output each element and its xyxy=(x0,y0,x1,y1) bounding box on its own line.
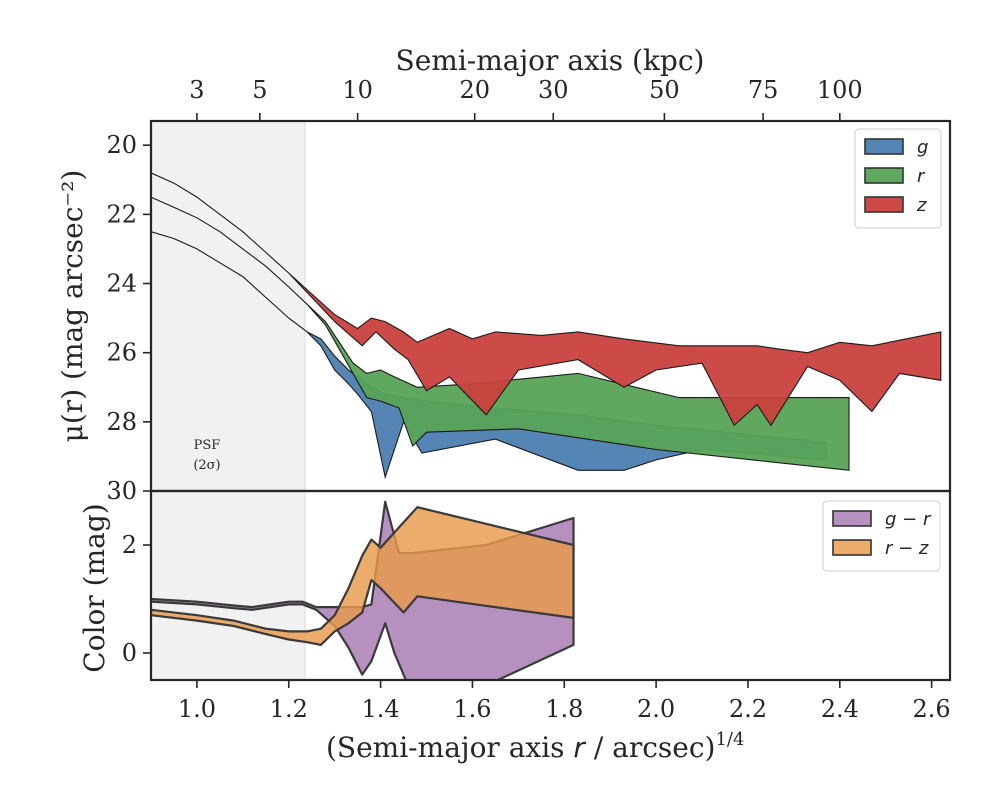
lower-panel-frame xyxy=(149,489,952,682)
legend-swatch xyxy=(864,196,904,213)
top-tick-label: 75 xyxy=(748,76,779,104)
x-tick-label: 1.2 xyxy=(270,695,308,723)
surface-brightness-panel: PSF (2σ) 20 22 24 26 28 30 μ(r) (mag arcsec⁻²… xyxy=(56,121,942,505)
top-axis: Semi-major axis (kpc) 3 5 10 20 30 50 75 100 xyxy=(189,44,863,121)
x-tick-label: 2.0 xyxy=(637,695,675,723)
y-tick-label: 20 xyxy=(106,131,137,159)
psf-region xyxy=(151,121,305,491)
y-tick-label: 26 xyxy=(106,339,137,367)
legend-label: z xyxy=(916,195,927,216)
x-tick-label: 1.4 xyxy=(362,695,400,723)
top-tick-label: 5 xyxy=(252,76,267,104)
legend-swatch xyxy=(832,510,872,527)
y-axis-ticks: 20 22 24 26 28 30 xyxy=(106,131,151,505)
color-bands xyxy=(151,500,575,680)
psf-label: PSF xyxy=(194,438,221,453)
legend-swatch xyxy=(864,138,904,155)
legend-swatch xyxy=(864,167,904,184)
legend-swatch xyxy=(832,539,872,556)
top-axis-ticks: 3 5 10 20 30 50 75 100 xyxy=(189,76,863,121)
band-color-1 xyxy=(151,506,575,646)
legend-label: g xyxy=(917,137,928,158)
x-tick-label: 2.2 xyxy=(729,695,767,723)
x-tick-label: 1.0 xyxy=(178,695,216,723)
color-legend: g − r r − z xyxy=(822,500,941,572)
top-tick-label: 20 xyxy=(459,76,490,104)
top-tick-label: 30 xyxy=(538,76,569,104)
y-tick-label: 28 xyxy=(106,408,137,436)
color-panel: 02 Color (mag) g − rr − z xyxy=(78,491,941,680)
band-r xyxy=(151,196,850,471)
x-axis-ticks: 1.0 1.2 1.4 1.6 1.8 2.0 2.2 2.4 2.6 xyxy=(178,680,951,723)
top-tick-label: 50 xyxy=(649,76,680,104)
x-tick-label: 1.8 xyxy=(545,695,583,723)
legend-label: r − z xyxy=(885,538,929,559)
top-tick-label: 100 xyxy=(817,76,863,104)
x-tick-label: 1.6 xyxy=(453,695,491,723)
y-tick-label: 30 xyxy=(106,477,137,505)
psf-region-lower xyxy=(151,491,305,680)
x-axis-title: (Semi-major axis r / arcsec)1/4 xyxy=(326,729,744,764)
y-tick-label: 22 xyxy=(106,200,137,228)
top-tick-label: 10 xyxy=(342,76,373,104)
y-tick-label: 24 xyxy=(106,270,137,298)
color-y-axis-ticks: 02 xyxy=(122,531,151,667)
color-y-tick-label: 2 xyxy=(122,531,137,559)
x-tick-label: 2.6 xyxy=(913,695,951,723)
top-axis-title: Semi-major axis (kpc) xyxy=(396,44,705,77)
legend-label: g − r xyxy=(885,509,932,530)
color-y-axis-title: Color (mag) xyxy=(78,503,111,672)
x-tick-label: 2.4 xyxy=(821,695,859,723)
profile-bands xyxy=(151,172,942,480)
legend-label: r xyxy=(917,166,926,187)
y-axis-title: μ(r) (mag arcsec⁻²) xyxy=(56,170,89,443)
color-y-tick-label: 0 xyxy=(122,639,137,667)
band-z xyxy=(151,172,942,427)
band-color-0 xyxy=(151,500,575,680)
top-tick-label: 3 xyxy=(189,76,204,104)
profile-legend: grz xyxy=(854,128,942,229)
psf-sigma-label: (2σ) xyxy=(193,458,220,473)
